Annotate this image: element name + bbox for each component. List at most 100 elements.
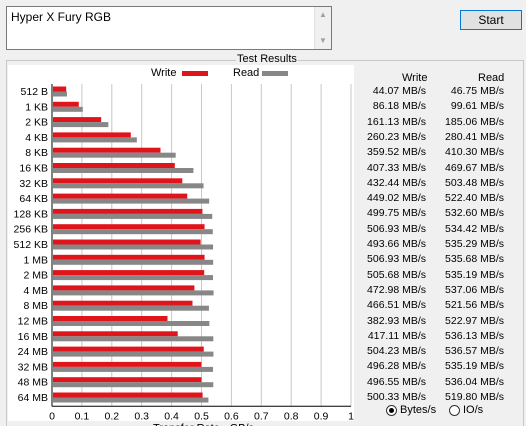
read-result-value: 522.97 MB/s — [445, 314, 504, 327]
x-tick-label: 0.5 — [194, 410, 209, 422]
test-results-title: Test Results — [236, 53, 298, 65]
category-label: 8 KB — [25, 147, 48, 159]
scroll-down-icon[interactable]: ▼ — [319, 36, 327, 45]
read-result-value: 469.67 MB/s — [445, 161, 504, 174]
io-per-sec-label[interactable]: IO/s — [463, 404, 484, 416]
write-result-value: 449.02 MB/s — [367, 192, 426, 205]
write-bar — [53, 254, 205, 260]
column-header-read: Read — [478, 72, 505, 84]
write-result-value: 506.93 MB/s — [367, 222, 426, 235]
read-result-value: 410.30 MB/s — [445, 146, 504, 159]
read-bar — [53, 183, 204, 189]
write-result-value: 499.75 MB/s — [367, 207, 426, 220]
read-bar — [53, 290, 214, 296]
write-bar — [53, 101, 79, 107]
write-bar — [53, 300, 193, 306]
read-bar — [53, 213, 213, 219]
category-label: 4 MB — [23, 285, 48, 297]
write-bar — [53, 132, 131, 138]
write-bar — [53, 392, 203, 398]
read-bar — [53, 122, 109, 128]
read-bar — [53, 152, 176, 158]
textarea-scrollbar[interactable]: ▲ ▼ — [314, 7, 331, 49]
read-result-value: 46.75 MB/s — [450, 85, 504, 97]
write-result-value: 504.23 MB/s — [367, 345, 426, 358]
read-result-value: 535.19 MB/s — [445, 268, 504, 281]
write-bar — [53, 285, 195, 291]
bytes-per-sec-label[interactable]: Bytes/s — [400, 404, 437, 416]
read-result-value: 534.42 MB/s — [445, 222, 504, 235]
write-bar — [53, 346, 204, 352]
read-result-value: 535.19 MB/s — [445, 360, 504, 373]
read-result-value: 535.68 MB/s — [445, 253, 504, 266]
read-bar — [53, 137, 137, 143]
read-result-value: 535.29 MB/s — [445, 238, 504, 250]
write-bar — [53, 208, 203, 214]
write-bar — [53, 163, 175, 168]
write-bar — [53, 117, 102, 123]
scroll-up-icon[interactable]: ▲ — [319, 10, 327, 19]
read-bar — [53, 259, 214, 265]
io-per-sec-radio[interactable] — [449, 405, 460, 416]
write-bar — [53, 361, 202, 367]
read-result-value: 521.56 MB/s — [445, 299, 504, 312]
write-result-value: 417.11 MB/s — [367, 329, 426, 342]
category-label: 24 MB — [18, 346, 48, 358]
x-tick-label: 0.1 — [75, 410, 90, 422]
start-button[interactable]: Start — [460, 10, 522, 30]
legend-read-swatch — [262, 71, 288, 76]
x-tick-label: 0 — [49, 410, 55, 422]
x-tick-label: 0.6 — [224, 410, 239, 422]
category-label: 32 MB — [18, 361, 48, 373]
write-bar — [53, 86, 67, 92]
write-result-value: 493.66 MB/s — [367, 238, 426, 250]
write-bar — [53, 270, 205, 276]
drive-name-textarea[interactable]: Hyper X Fury RGB ▲ ▼ — [6, 6, 332, 50]
write-result-value: 382.93 MB/s — [367, 314, 426, 327]
category-label: 2 KB — [25, 117, 48, 129]
write-result-value: 500.33 MB/s — [367, 391, 426, 403]
read-bar — [53, 305, 209, 311]
read-result-value: 537.06 MB/s — [445, 283, 504, 296]
read-bar — [53, 198, 210, 204]
read-bar — [53, 321, 210, 326]
category-label: 32 KB — [19, 178, 48, 190]
read-result-value: 522.40 MB/s — [445, 192, 504, 205]
read-result-value: 532.60 MB/s — [445, 207, 504, 220]
x-tick-label: 1 — [348, 410, 354, 422]
category-label: 256 KB — [14, 224, 48, 236]
write-bar — [53, 316, 168, 321]
read-bar — [53, 336, 214, 342]
category-label: 512 KB — [14, 239, 48, 251]
write-bar — [53, 331, 178, 337]
write-result-value: 432.44 MB/s — [367, 176, 426, 189]
read-bar — [53, 366, 214, 372]
x-tick-label: 0.8 — [284, 410, 299, 422]
category-label: 512 B — [21, 86, 48, 98]
bytes-per-sec-radio[interactable] — [386, 405, 397, 416]
read-result-value: 536.57 MB/s — [445, 345, 504, 358]
x-tick-label: 0.2 — [104, 410, 119, 422]
category-label: 128 KB — [14, 208, 48, 220]
read-bar — [53, 168, 194, 173]
read-result-value: 536.13 MB/s — [445, 329, 504, 342]
read-result-value: 503.48 MB/s — [445, 176, 504, 189]
write-bar — [53, 377, 202, 383]
write-result-value: 44.07 MB/s — [372, 85, 426, 97]
write-result-value: 86.18 MB/s — [372, 100, 426, 113]
read-bar — [53, 275, 214, 281]
read-bar — [53, 382, 214, 388]
write-result-value: 496.28 MB/s — [367, 360, 426, 373]
category-label: 12 MB — [18, 316, 48, 328]
read-result-value: 185.06 MB/s — [445, 115, 504, 128]
drive-name-text: Hyper X Fury RGB — [11, 10, 112, 24]
category-label: 48 MB — [18, 377, 48, 389]
x-tick-label: 0.4 — [164, 410, 179, 422]
read-result-value: 280.41 MB/s — [445, 130, 504, 143]
read-bar — [53, 351, 214, 357]
read-bar — [53, 106, 83, 112]
legend-read-label: Read — [233, 67, 260, 79]
write-bar — [53, 193, 188, 199]
category-label: 64 MB — [18, 392, 48, 404]
